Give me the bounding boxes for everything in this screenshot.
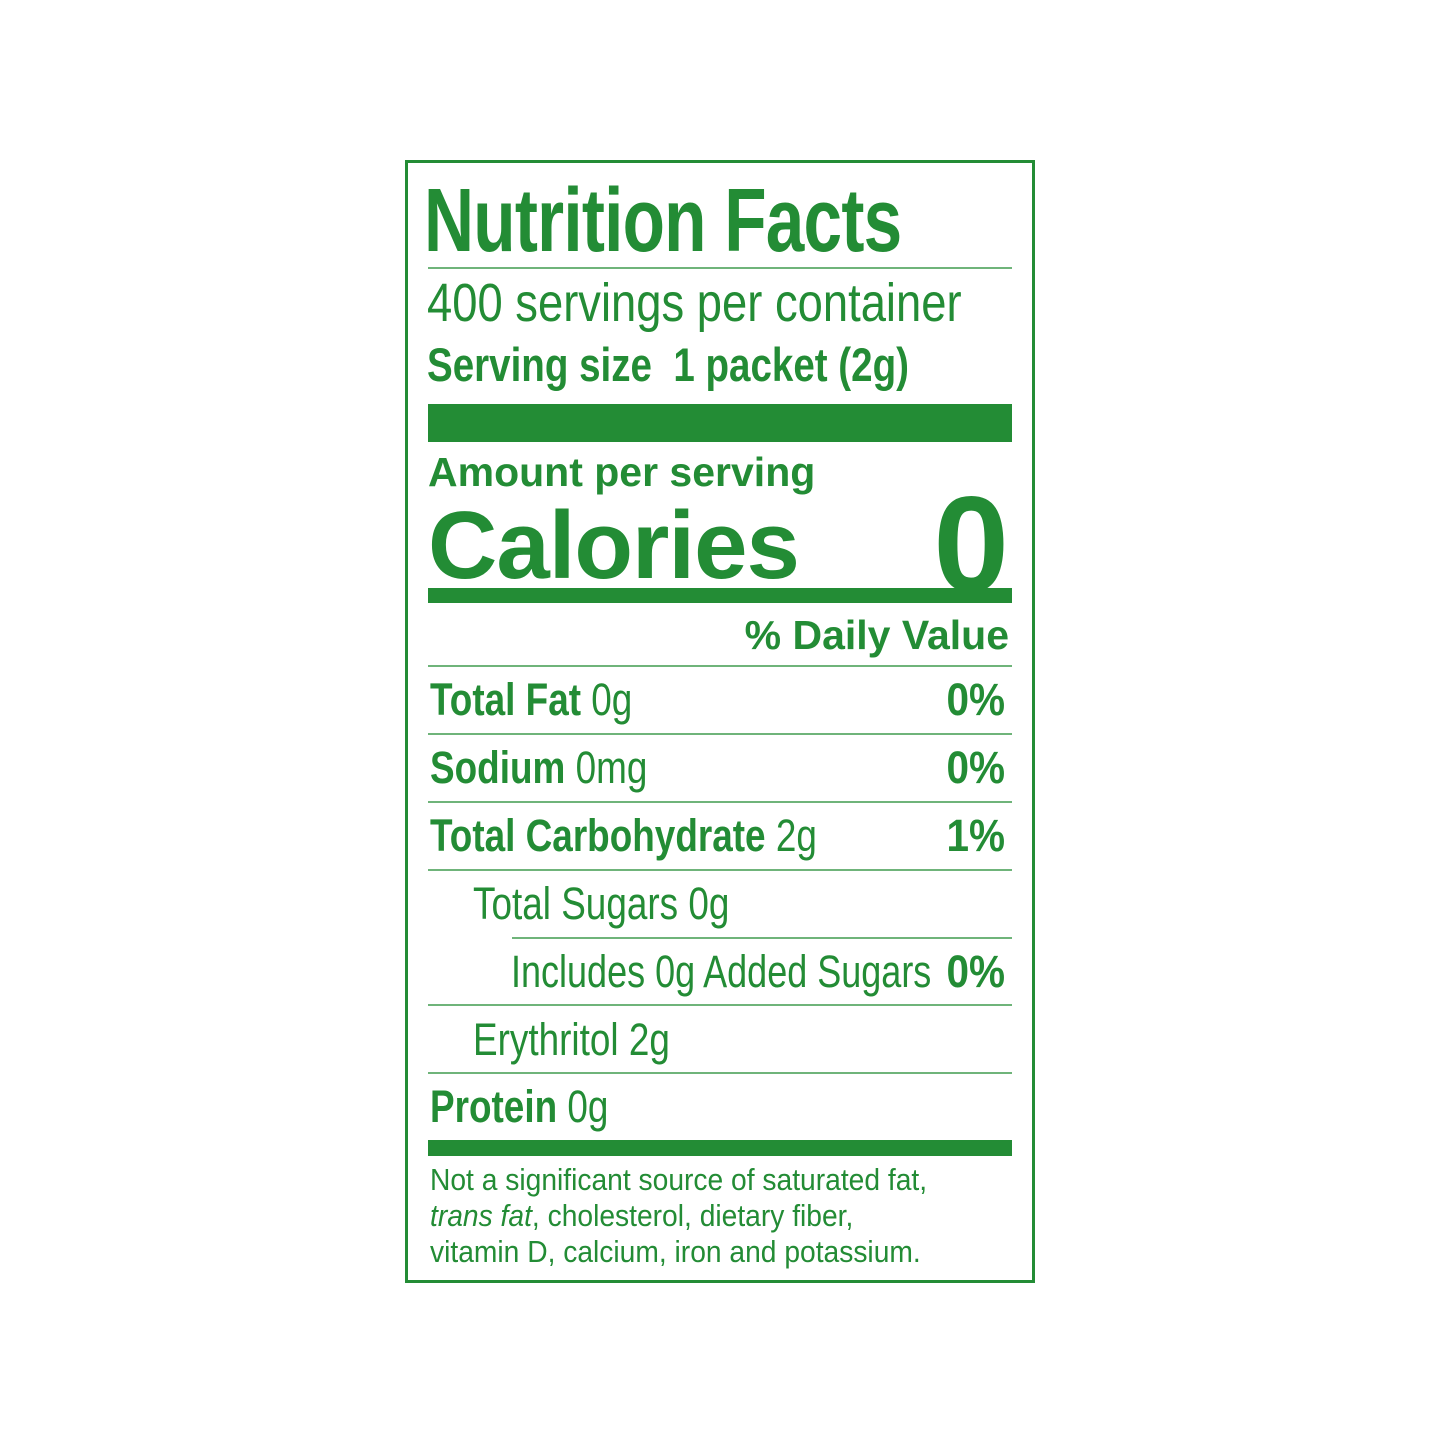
serving-size-value: 1 packet (2g) xyxy=(673,338,909,391)
footnote-italic: trans fat xyxy=(430,1198,532,1233)
nutrient-amount: 0g xyxy=(567,1081,609,1132)
nutrient-row-sodium: Sodium 0mg xyxy=(430,742,647,794)
nutrient-row-added-sugars: Includes 0g Added Sugars xyxy=(511,946,932,997)
footnote-line-2: trans fat, cholesterol, dietary fiber, xyxy=(430,1198,927,1234)
nutrient-row-total-sugars: Total Sugars 0g xyxy=(473,878,730,929)
divider xyxy=(428,665,1012,667)
label-title: Nutrition Facts xyxy=(424,171,902,271)
divider xyxy=(428,267,1012,269)
footnote-line-2-rest: , cholesterol, dietary fiber, xyxy=(531,1198,854,1233)
nutrient-name: Protein xyxy=(430,1081,558,1132)
serving-size-row: Serving size 1 packet (2g) xyxy=(427,337,909,392)
serving-size-label: Serving size xyxy=(427,338,652,391)
nutrient-name: Total Fat xyxy=(430,674,582,725)
divider xyxy=(428,1072,1012,1074)
nutrient-amount: 0g xyxy=(591,674,633,725)
medium-divider xyxy=(428,1140,1012,1156)
divider xyxy=(428,869,1012,871)
divider xyxy=(428,733,1012,735)
nutrient-amount: 0mg xyxy=(575,742,648,793)
nutrient-dv: 0% xyxy=(946,674,1005,725)
footnote-line-3: vitamin D, calcium, iron and potassium. xyxy=(430,1234,921,1269)
servings-per-container: 400 servings per container xyxy=(427,273,962,333)
nutrient-amount: 2g xyxy=(775,810,817,861)
medium-divider xyxy=(428,588,1012,603)
amount-per-serving: Amount per serving xyxy=(428,449,816,495)
nutrient-row-total-fat: Total Fat 0g xyxy=(430,674,632,726)
daily-value-header: % Daily Value xyxy=(744,612,1009,658)
nutrient-dv: 1% xyxy=(946,810,1005,861)
divider xyxy=(428,1004,1012,1006)
nutrient-dv: 0% xyxy=(946,946,1005,997)
nutrient-name: Total Carbohydrate xyxy=(430,810,766,861)
nutrient-row-protein: Protein 0g xyxy=(430,1081,608,1133)
footnote-line-1: Not a significant source of saturated fa… xyxy=(430,1162,928,1197)
nutrient-dv: 0% xyxy=(946,742,1005,793)
nutrient-row-total-carbohydrate: Total Carbohydrate 2g xyxy=(430,810,817,862)
thick-divider xyxy=(428,404,1012,442)
divider xyxy=(428,801,1012,803)
footnote: Not a significant source of saturated fa… xyxy=(430,1162,927,1270)
divider xyxy=(512,937,1012,939)
calories-label: Calories xyxy=(428,492,800,599)
nutrient-row-erythritol: Erythritol 2g xyxy=(473,1014,670,1065)
nutrient-name: Sodium xyxy=(430,742,566,793)
nutrition-facts-label xyxy=(405,160,1035,1283)
